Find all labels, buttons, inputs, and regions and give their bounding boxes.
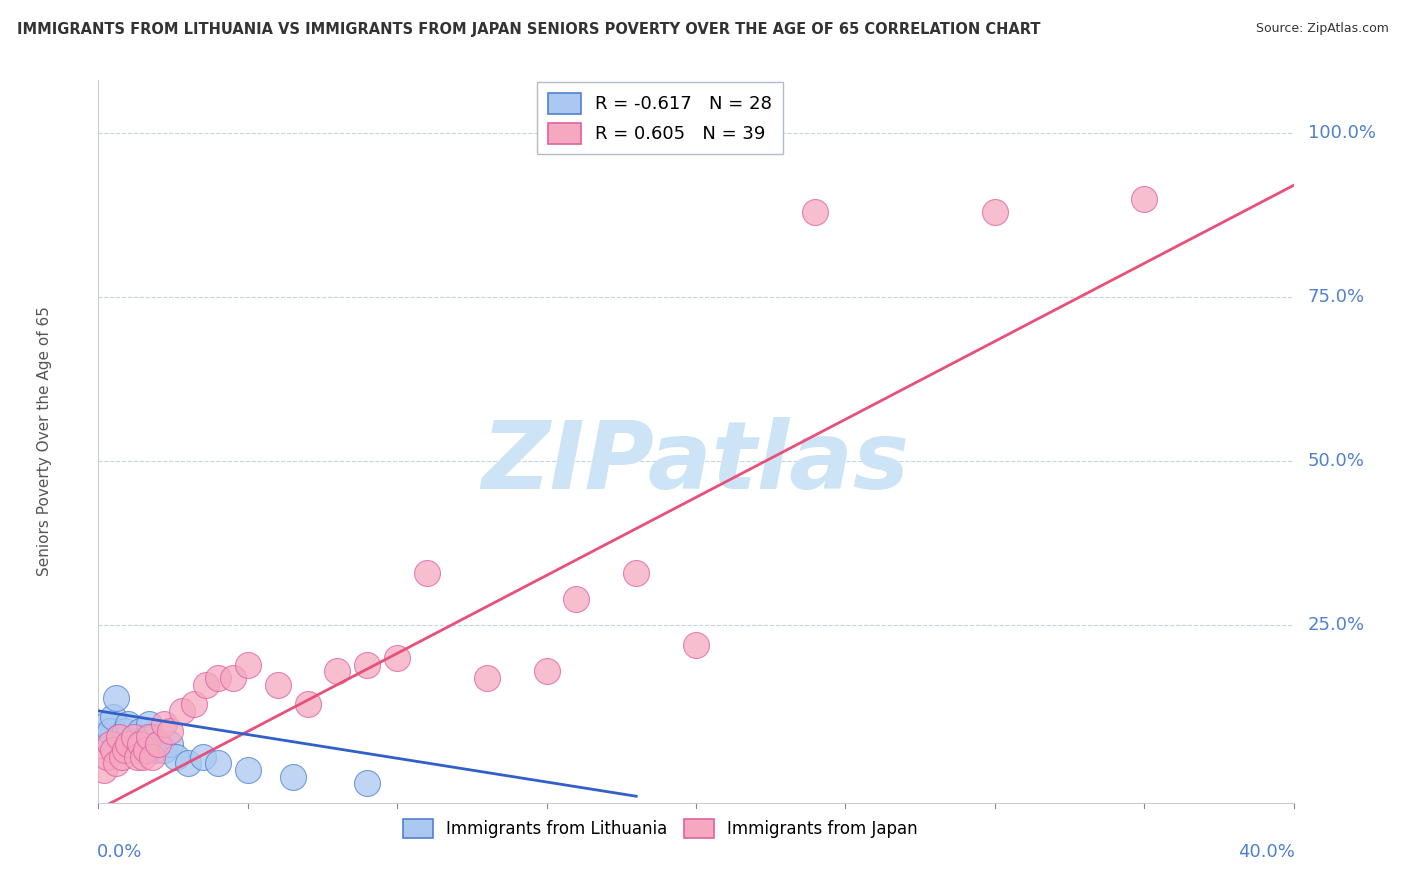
Point — [96, 749, 118, 764]
Point — [148, 737, 170, 751]
Point — [135, 743, 157, 757]
Text: Source: ZipAtlas.com: Source: ZipAtlas.com — [1256, 22, 1389, 36]
Point — [132, 749, 155, 764]
Point — [135, 730, 157, 744]
Point — [804, 204, 827, 219]
Point — [281, 770, 304, 784]
Point — [141, 730, 163, 744]
Point — [236, 763, 259, 777]
Text: IMMIGRANTS FROM LITHUANIA VS IMMIGRANTS FROM JAPAN SENIORS POVERTY OVER THE AGE : IMMIGRANTS FROM LITHUANIA VS IMMIGRANTS … — [17, 22, 1040, 37]
Point — [98, 723, 122, 738]
Point — [236, 657, 259, 672]
Point — [117, 717, 139, 731]
Point — [207, 756, 229, 771]
Point — [98, 737, 122, 751]
Point — [475, 671, 498, 685]
Point — [267, 677, 290, 691]
Text: ZIPatlas: ZIPatlas — [482, 417, 910, 509]
Point — [124, 730, 146, 744]
Point — [114, 743, 136, 757]
Point — [103, 710, 125, 724]
Point — [93, 763, 115, 777]
Point — [222, 671, 245, 685]
Text: 25.0%: 25.0% — [1308, 616, 1365, 634]
Point — [153, 743, 176, 757]
Point — [356, 657, 378, 672]
Point — [297, 698, 319, 712]
Point — [129, 737, 152, 751]
Point — [93, 730, 115, 744]
Point — [385, 651, 409, 665]
Legend: Immigrants from Lithuania, Immigrants from Japan: Immigrants from Lithuania, Immigrants fr… — [396, 813, 924, 845]
Point — [124, 730, 146, 744]
Point — [105, 690, 128, 705]
Point — [207, 671, 229, 685]
Point — [111, 737, 134, 751]
Point — [626, 566, 648, 580]
Text: 0.0%: 0.0% — [97, 843, 142, 861]
Point — [132, 737, 155, 751]
Point — [195, 677, 218, 691]
Point — [148, 737, 170, 751]
Point — [1133, 192, 1156, 206]
Text: 50.0%: 50.0% — [1308, 452, 1365, 470]
Point — [685, 638, 707, 652]
Point — [984, 204, 1007, 219]
Point — [129, 723, 152, 738]
Point — [114, 723, 136, 738]
Text: 75.0%: 75.0% — [1308, 288, 1365, 306]
Point — [356, 776, 378, 790]
Point — [326, 665, 349, 679]
Point — [165, 749, 187, 764]
Point — [105, 756, 128, 771]
Text: 100.0%: 100.0% — [1308, 124, 1376, 142]
Point — [108, 730, 131, 744]
Point — [138, 730, 160, 744]
Point — [111, 749, 134, 764]
Point — [177, 756, 200, 771]
Point — [159, 723, 181, 738]
Point — [127, 749, 149, 764]
Point — [565, 592, 588, 607]
Point — [103, 743, 125, 757]
Point — [183, 698, 205, 712]
Point — [96, 717, 118, 731]
Point — [172, 704, 194, 718]
Point — [120, 737, 142, 751]
Point — [117, 737, 139, 751]
Point — [191, 749, 214, 764]
Point — [159, 737, 181, 751]
Point — [141, 749, 163, 764]
Point — [416, 566, 439, 580]
Text: Seniors Poverty Over the Age of 65: Seniors Poverty Over the Age of 65 — [37, 307, 52, 576]
Point — [143, 743, 166, 757]
Point — [108, 730, 131, 744]
Point — [153, 717, 176, 731]
Point — [138, 717, 160, 731]
Point — [127, 743, 149, 757]
Point — [536, 665, 558, 679]
Text: 40.0%: 40.0% — [1237, 843, 1295, 861]
